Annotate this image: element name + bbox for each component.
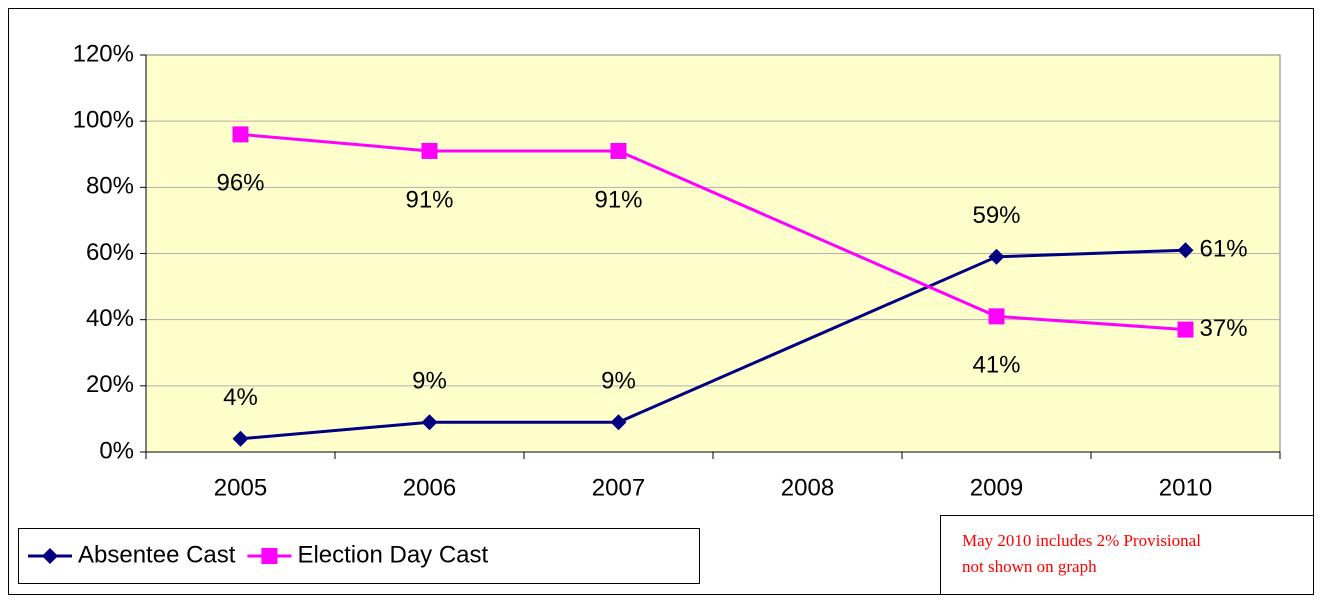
data-point bbox=[232, 430, 249, 447]
data-label: 41% bbox=[972, 352, 1020, 379]
data-point bbox=[232, 126, 249, 143]
x-tick-label: 2010 bbox=[1159, 474, 1212, 501]
data-label: 4% bbox=[223, 384, 258, 411]
y-tick-label: 120% bbox=[73, 40, 134, 67]
data-point bbox=[988, 248, 1005, 265]
y-tick-label: 20% bbox=[86, 371, 134, 398]
x-tick-label: 2009 bbox=[970, 474, 1023, 501]
legend-marker bbox=[261, 548, 278, 564]
data-point bbox=[1177, 242, 1194, 259]
data-label: 61% bbox=[1200, 236, 1248, 263]
legend-label: Absentee Cast bbox=[78, 541, 236, 568]
y-tick-label: 0% bbox=[99, 437, 134, 464]
data-point bbox=[421, 414, 438, 431]
legend-marker bbox=[42, 548, 58, 564]
legend bbox=[18, 528, 700, 584]
data-label: 9% bbox=[412, 368, 447, 395]
data-point bbox=[988, 308, 1005, 325]
x-tick-label: 2005 bbox=[214, 474, 267, 501]
x-tick-label: 2008 bbox=[781, 474, 834, 501]
y-tick-label: 40% bbox=[86, 305, 134, 332]
legend-label: Election Day Cast bbox=[297, 541, 488, 568]
annotation-box bbox=[940, 515, 1314, 595]
annotation: not shown on graph bbox=[962, 557, 1097, 576]
data-label: 59% bbox=[972, 202, 1020, 229]
y-tick-label: 60% bbox=[86, 239, 134, 266]
data-label: 91% bbox=[405, 186, 453, 213]
data-point bbox=[1177, 321, 1194, 338]
data-point bbox=[610, 142, 627, 159]
y-tick-label: 80% bbox=[86, 173, 134, 200]
data-point bbox=[610, 414, 627, 431]
x-tick-label: 2007 bbox=[592, 474, 645, 501]
data-point bbox=[421, 142, 438, 159]
data-label: 9% bbox=[601, 368, 636, 395]
data-label: 96% bbox=[216, 170, 264, 197]
annotation: May 2010 includes 2% Provisional bbox=[962, 531, 1201, 550]
data-label: 37% bbox=[1200, 315, 1248, 342]
x-tick-label: 2006 bbox=[403, 474, 456, 501]
data-label: 91% bbox=[594, 186, 642, 213]
y-tick-label: 100% bbox=[73, 107, 134, 134]
